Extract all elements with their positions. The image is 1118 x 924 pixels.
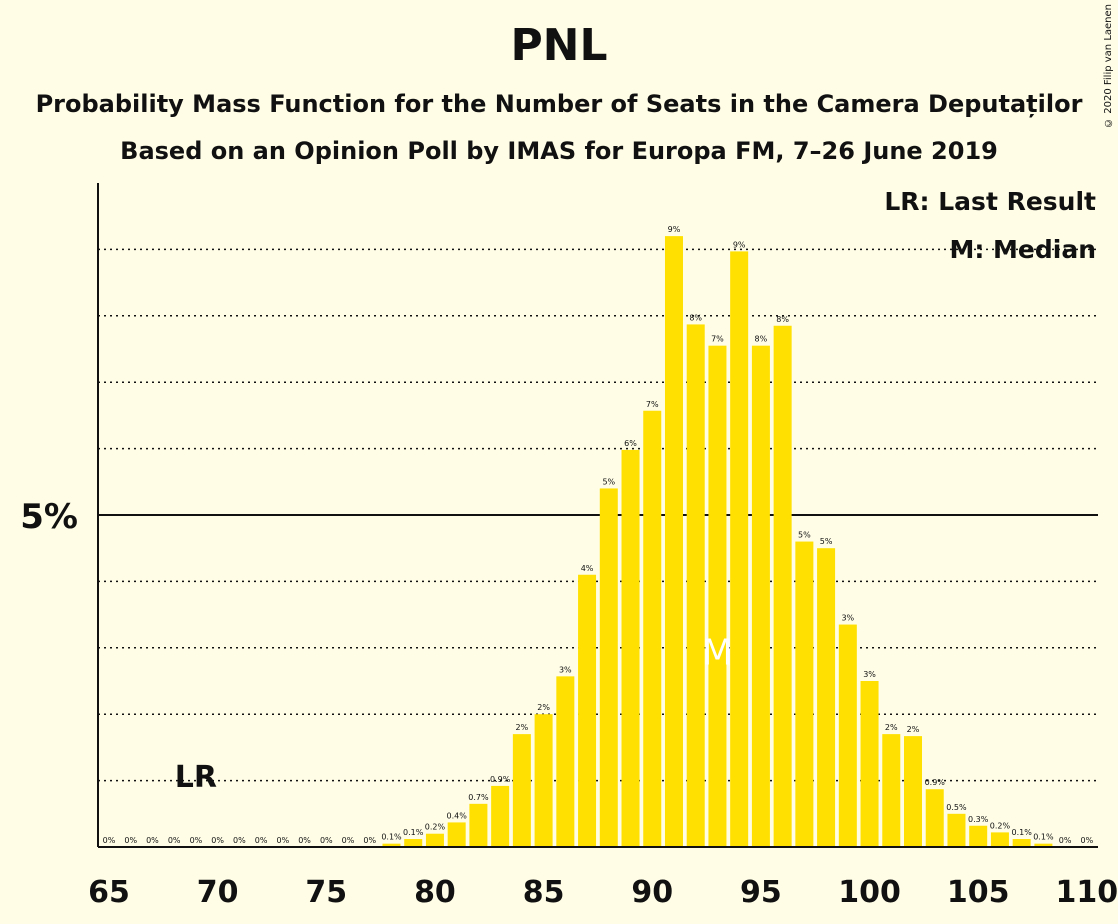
last-result-marker: LR bbox=[175, 760, 217, 795]
bar-value-label: 6% bbox=[624, 439, 637, 448]
bar-seat-91 bbox=[664, 236, 683, 847]
bar-value-label: 0% bbox=[233, 836, 246, 845]
bar-seat-82 bbox=[469, 803, 488, 847]
bar-seat-106 bbox=[990, 832, 1009, 847]
bar-value-label: 0.1% bbox=[403, 828, 424, 837]
bar-seat-81 bbox=[447, 822, 466, 847]
chart-title: PNL bbox=[510, 20, 608, 71]
bar-seat-97 bbox=[795, 541, 814, 847]
x-tick-label: 80 bbox=[414, 875, 456, 910]
bar-value-label: 0% bbox=[190, 836, 203, 845]
bar-value-label: 0% bbox=[298, 836, 311, 845]
bar-value-label: 0.2% bbox=[990, 821, 1011, 830]
bar-value-label: 2% bbox=[885, 723, 898, 732]
bar-seat-103 bbox=[925, 789, 944, 847]
bar-seat-95 bbox=[751, 345, 770, 847]
bar-value-label: 0.5% bbox=[946, 803, 967, 812]
legend-last-result: LR: Last Result bbox=[884, 187, 1096, 216]
bar-value-label: 0.2% bbox=[425, 823, 446, 832]
x-tick-label: 75 bbox=[305, 875, 347, 910]
bar-value-label: 2% bbox=[516, 723, 529, 732]
bar-seat-96 bbox=[773, 325, 792, 847]
bar-value-label: 0.1% bbox=[1011, 828, 1032, 837]
bar-value-label: 0% bbox=[1059, 836, 1072, 845]
legend-median: M: Median bbox=[949, 235, 1096, 264]
bar-seat-79 bbox=[404, 839, 423, 847]
median-marker: M bbox=[702, 632, 733, 673]
bar-value-label: 9% bbox=[733, 240, 746, 249]
bar-value-label: 0.3% bbox=[968, 815, 989, 824]
bar-value-label: 8% bbox=[776, 315, 789, 324]
bar-value-label: 0% bbox=[342, 836, 355, 845]
bar-value-label: 0% bbox=[320, 836, 333, 845]
bar-seat-108 bbox=[1034, 843, 1053, 847]
bar-value-label: 0% bbox=[146, 836, 159, 845]
chart-subtitle-2: Based on an Opinion Poll by IMAS for Eur… bbox=[120, 137, 998, 165]
bar-seat-78 bbox=[382, 843, 401, 847]
bar-value-label: 0% bbox=[103, 836, 116, 845]
x-tick-label: 85 bbox=[523, 875, 565, 910]
bar-value-label: 2% bbox=[907, 725, 920, 734]
bar-seat-90 bbox=[643, 410, 662, 847]
bar-seat-89 bbox=[621, 449, 640, 847]
bar-value-label: 3% bbox=[559, 665, 572, 674]
bar-value-label: 9% bbox=[668, 225, 681, 234]
chart-subtitle-1: Probability Mass Function for the Number… bbox=[35, 90, 1083, 118]
bar-value-label: 0% bbox=[255, 836, 268, 845]
bar-value-label: 0% bbox=[276, 836, 289, 845]
bar-value-label: 5% bbox=[798, 531, 811, 540]
bar-value-label: 0.9% bbox=[490, 775, 511, 784]
bar-value-label: 0.9% bbox=[925, 778, 946, 787]
bar-seat-105 bbox=[969, 825, 988, 847]
x-tick-label: 105 bbox=[947, 875, 1010, 910]
bar-seat-100 bbox=[860, 681, 879, 847]
bar-seat-85 bbox=[534, 714, 553, 847]
bar-seat-94 bbox=[730, 251, 749, 848]
bar-value-label: 0% bbox=[168, 836, 181, 845]
bar-value-label: 5% bbox=[820, 537, 833, 546]
bar-value-label: 7% bbox=[711, 335, 724, 344]
bar-seat-101 bbox=[882, 734, 901, 847]
bar-value-label: 0% bbox=[1080, 836, 1093, 845]
bar-seat-87 bbox=[578, 574, 597, 847]
bar-seat-84 bbox=[512, 734, 531, 847]
x-tick-label: 95 bbox=[740, 875, 782, 910]
bar-value-label: 0.1% bbox=[1033, 833, 1054, 842]
bar-value-label: 3% bbox=[863, 670, 876, 679]
x-tick-label: 65 bbox=[88, 875, 130, 910]
bar-seat-107 bbox=[1012, 839, 1031, 847]
bar-seat-102 bbox=[904, 736, 923, 847]
bar-value-label: 0.1% bbox=[381, 833, 402, 842]
bar-value-label: 4% bbox=[581, 564, 594, 573]
x-tick-label: 70 bbox=[197, 875, 239, 910]
bar-value-label: 0% bbox=[363, 836, 376, 845]
bar-seat-80 bbox=[425, 833, 444, 847]
bar-seat-92 bbox=[686, 324, 705, 847]
bar-value-label: 7% bbox=[646, 400, 659, 409]
bar-seat-93 bbox=[708, 345, 727, 847]
x-tick-label: 90 bbox=[631, 875, 673, 910]
bar-seat-86 bbox=[556, 676, 575, 847]
bar-value-label: 0% bbox=[211, 836, 224, 845]
bar-value-label: 8% bbox=[689, 313, 702, 322]
bar-value-label: 2% bbox=[537, 703, 550, 712]
bar-value-label: 8% bbox=[755, 335, 768, 344]
bar-value-label: 0% bbox=[124, 836, 137, 845]
bar-seat-88 bbox=[599, 488, 618, 847]
y-tick-label: 5% bbox=[20, 497, 78, 537]
bar-value-label: 0.7% bbox=[468, 793, 489, 802]
bar-value-label: 3% bbox=[841, 614, 854, 623]
bar-seat-99 bbox=[838, 624, 857, 847]
x-tick-label: 110 bbox=[1056, 875, 1118, 910]
x-tick-label: 100 bbox=[838, 875, 901, 910]
bar-value-label: 5% bbox=[602, 477, 615, 486]
bar-seat-83 bbox=[491, 785, 510, 847]
bar-value-label: 0.4% bbox=[447, 811, 468, 820]
bar-seat-98 bbox=[817, 548, 836, 847]
bar-seat-104 bbox=[947, 813, 966, 847]
